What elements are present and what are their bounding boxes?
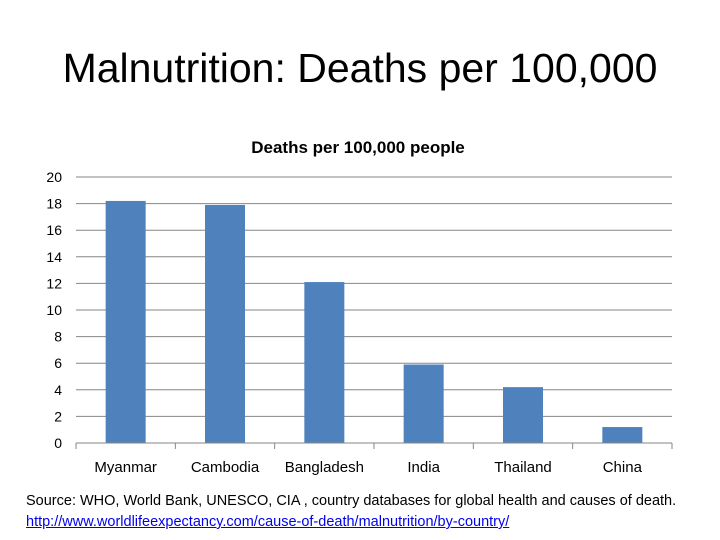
chart-title: Deaths per 100,000 people	[251, 138, 465, 157]
y-tick-label: 6	[54, 355, 62, 371]
x-category-label: Myanmar	[94, 459, 157, 476]
slide-title: Malnutrition: Deaths per 100,000	[62, 45, 658, 91]
x-category-label: Thailand	[494, 459, 552, 476]
bars	[105, 200, 643, 443]
y-tick-label: 10	[46, 302, 62, 318]
bar-india	[403, 364, 444, 443]
source-text: Source: WHO, World Bank, UNESCO, CIA , c…	[26, 493, 677, 509]
source-note: Source: WHO, World Bank, UNESCO, CIA , c…	[26, 491, 706, 533]
gridlines	[76, 176, 672, 417]
bar-thailand	[503, 387, 543, 443]
y-tick-label: 2	[54, 408, 62, 424]
x-axis	[75, 442, 673, 449]
y-tick-label: 0	[54, 435, 62, 451]
bar-myanmar	[105, 200, 146, 443]
bar-cambodia	[205, 204, 245, 443]
x-category-label: China	[603, 459, 643, 476]
category-labels: Myanmar Cambodia Bangladesh India Thailand Ch…	[94, 459, 642, 476]
y-tick-label: 8	[54, 329, 62, 345]
y-tick-label: 20	[46, 169, 62, 185]
y-tick-label: 4	[54, 382, 62, 398]
source-link[interactable]: http://www.worldlifeexpectancy.com/cause…	[26, 514, 510, 530]
x-category-label: Cambodia	[191, 459, 260, 476]
y-tick-label: 12	[46, 275, 62, 291]
y-axis-ticks: 0 2 4 6 8 10 12 14 16 18 20	[46, 169, 62, 451]
y-tick-label: 14	[46, 249, 62, 265]
y-tick-label: 16	[46, 222, 62, 238]
bar-bangladesh	[304, 282, 345, 443]
x-category-label: Bangladesh	[285, 459, 364, 476]
bar-china	[602, 427, 643, 443]
x-category-label: India	[407, 459, 440, 476]
y-tick-label: 18	[46, 196, 62, 212]
